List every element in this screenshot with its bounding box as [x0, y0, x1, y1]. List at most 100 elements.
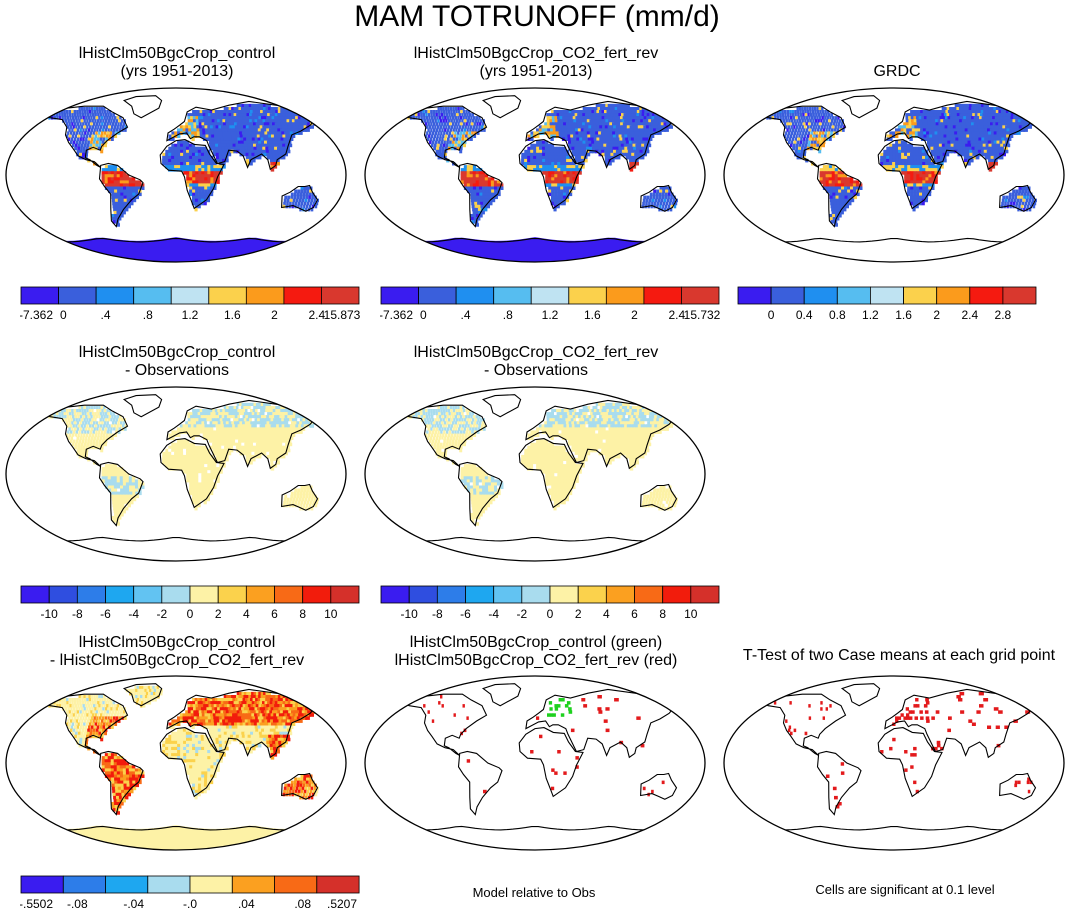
map-cell — [804, 125, 807, 129]
map-cell — [104, 171, 108, 175]
map-cell — [426, 119, 429, 123]
map-cell — [404, 110, 408, 114]
map-cell — [214, 418, 219, 422]
map-cell — [85, 415, 88, 419]
map-cell — [251, 134, 256, 138]
map-cell — [976, 107, 981, 111]
map-cell — [253, 116, 258, 120]
map-cell — [844, 192, 848, 197]
map-cell — [953, 140, 957, 145]
map-cell — [599, 125, 604, 129]
map-cell — [538, 128, 543, 132]
map-cell — [959, 128, 964, 132]
map-cell — [191, 427, 195, 431]
map-cell — [527, 146, 531, 151]
map-cell — [460, 128, 464, 132]
map-cell — [557, 116, 561, 120]
map-cell — [901, 152, 905, 157]
map-cell — [572, 131, 577, 135]
map-cell — [923, 134, 928, 138]
map-cell — [833, 201, 837, 206]
map-cell — [804, 110, 807, 114]
map-cell — [835, 192, 839, 197]
map-cell — [227, 128, 231, 132]
map-cell — [81, 110, 84, 114]
map-cell — [819, 177, 824, 181]
map-cell — [662, 110, 668, 114]
map-cell — [613, 149, 617, 154]
map-cell — [431, 143, 434, 148]
map-cell — [547, 146, 552, 151]
map-cell — [243, 140, 248, 145]
map-cell — [425, 110, 428, 114]
map-cell — [559, 113, 563, 117]
map-cell — [288, 128, 293, 132]
map-cell — [654, 116, 660, 120]
map-cell — [87, 421, 90, 425]
map-cell — [190, 418, 194, 422]
map-cell — [1029, 204, 1033, 209]
map-cell — [278, 140, 283, 145]
map-cell — [239, 149, 243, 154]
map-cell — [242, 433, 247, 437]
map-cell — [925, 174, 929, 178]
map-cell — [925, 183, 929, 187]
map-cell — [229, 110, 234, 114]
map-cell — [102, 113, 105, 117]
map-cell — [931, 186, 935, 190]
map-cell — [593, 137, 598, 141]
map-cell — [650, 119, 656, 123]
map-cell — [913, 180, 917, 184]
map-cell — [464, 134, 468, 138]
map-cell — [240, 406, 246, 410]
map-cell — [316, 113, 322, 117]
map-cell — [434, 125, 437, 129]
map-cell — [898, 140, 902, 145]
map-cell — [850, 192, 854, 197]
map-cell — [177, 143, 181, 148]
map-cell — [819, 168, 823, 172]
map-cell — [914, 122, 918, 126]
map-cell — [915, 201, 919, 206]
map-cell — [618, 119, 624, 123]
map-cell — [61, 116, 64, 120]
map-cell — [265, 424, 270, 428]
map-cell — [221, 155, 226, 160]
map-cell — [434, 140, 438, 145]
map-cell — [828, 186, 833, 190]
map-cell — [560, 177, 564, 181]
map-cell — [309, 424, 314, 428]
map-cell — [285, 128, 291, 132]
map-cell — [229, 116, 234, 120]
map-cell — [565, 119, 569, 123]
map-cell — [249, 418, 254, 422]
map-cell — [974, 146, 979, 151]
map-cell — [667, 110, 673, 114]
map-cell — [463, 174, 467, 178]
map-cell — [245, 116, 250, 120]
map-cell — [207, 158, 211, 163]
map-cell — [665, 189, 669, 193]
map-cell — [988, 119, 994, 123]
map-cell — [622, 116, 628, 120]
map-cell — [290, 192, 294, 197]
map-cell — [66, 110, 69, 114]
map-cell — [255, 415, 261, 419]
map-cell — [219, 134, 224, 138]
map-cell — [93, 128, 96, 132]
map-cell — [785, 137, 789, 141]
map-cell — [530, 143, 534, 148]
map-cell — [189, 180, 193, 184]
map-cell — [580, 125, 584, 129]
map-cell — [236, 134, 241, 138]
map-cell — [223, 424, 228, 428]
map-cell — [222, 418, 227, 422]
map-cell — [569, 186, 573, 190]
map-cell — [561, 134, 566, 138]
map-cell — [185, 128, 189, 132]
map-cell — [552, 125, 556, 129]
map-cell — [913, 183, 917, 187]
map-cell — [993, 131, 998, 135]
map-cell — [1026, 192, 1030, 197]
map-cell — [927, 110, 932, 114]
